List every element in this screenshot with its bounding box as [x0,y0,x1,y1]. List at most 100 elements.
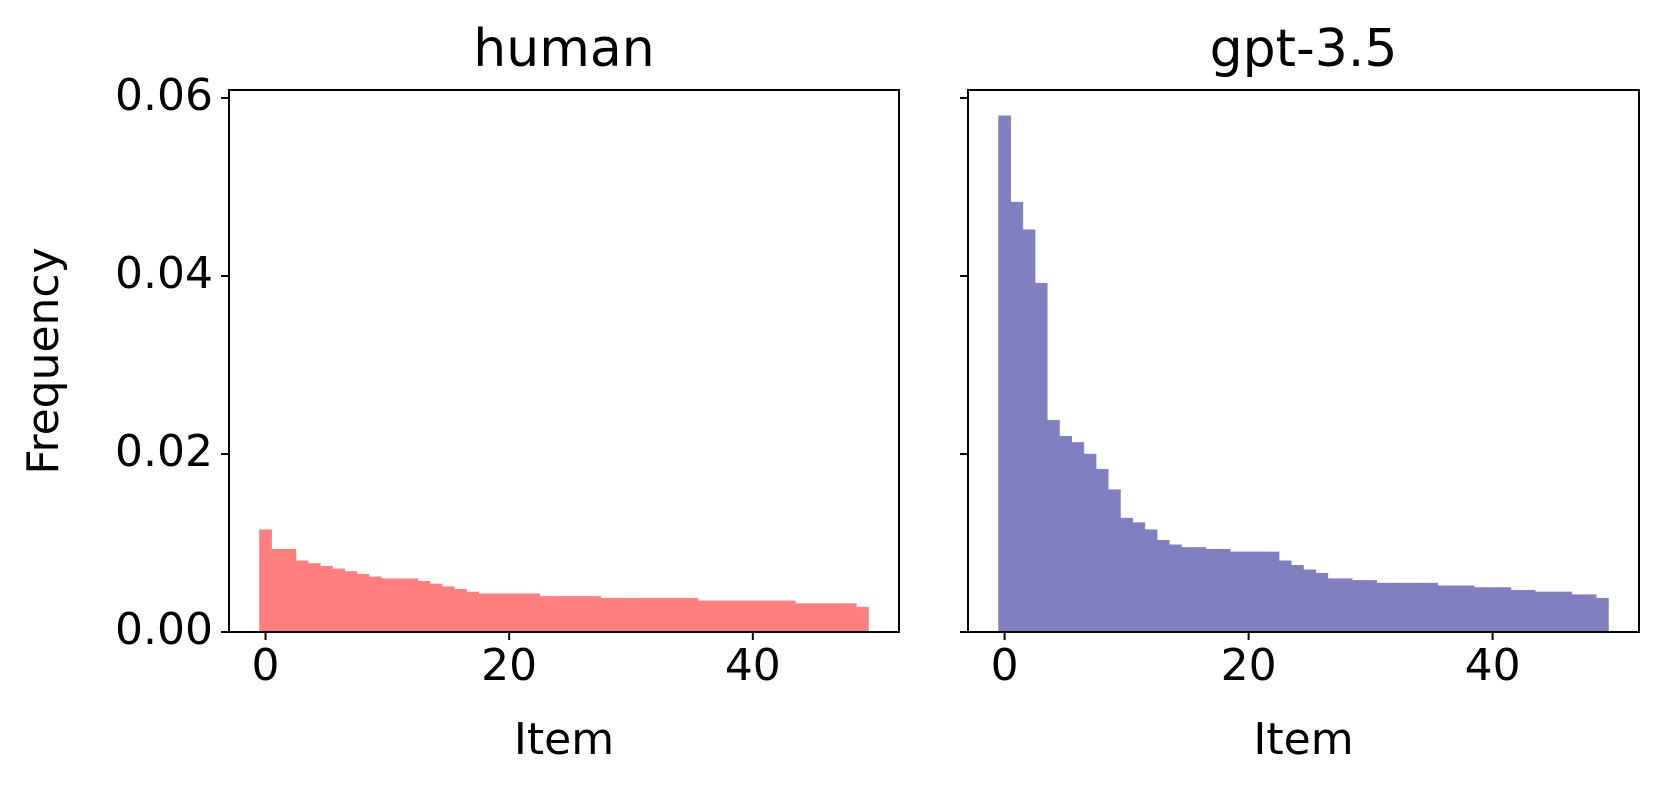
bar [283,548,297,633]
y-tick-label: 0.06 [115,70,213,121]
bar [1339,578,1353,633]
bar [344,571,358,633]
bar [466,591,479,633]
bar [295,560,309,633]
bar [1132,522,1146,633]
bar [998,115,1011,633]
bar [1291,565,1304,633]
bar [1010,201,1024,633]
bar [356,573,370,633]
bar [1047,419,1060,633]
bar [1156,540,1170,633]
bar [588,596,601,633]
y-tick-label: 0.00 [115,604,213,655]
x-tick-label: 20 [481,640,537,691]
bar [527,593,540,633]
bar [1400,582,1414,633]
bar [575,596,589,633]
bar [697,600,711,633]
bar [259,529,272,633]
bar [819,603,833,633]
bar [1083,453,1097,633]
bar [1559,591,1573,633]
chart-title: gpt-3.5 [1210,19,1398,79]
bar [661,597,674,633]
bar [636,597,650,633]
chart-title: human [473,19,654,79]
bar [746,600,760,633]
bar [1461,585,1475,633]
bar [1242,551,1255,633]
bar [332,568,345,633]
bar [478,593,492,633]
bar [393,578,406,633]
bar [685,597,699,633]
bar [831,603,845,633]
bar [734,600,747,633]
x-axis-label: Item [514,714,614,765]
bar [673,597,687,633]
bar [1205,548,1219,633]
bar [1352,580,1365,633]
bar [1510,589,1524,633]
bar [1169,544,1182,633]
bar [758,600,772,633]
bar [1522,589,1536,633]
bar [1254,551,1268,633]
x-tick-label: 40 [1465,640,1521,691]
bar [515,593,528,633]
bar [1108,489,1121,633]
bar [1266,551,1280,633]
bar [1425,582,1438,633]
y-tick-label: 0.04 [115,248,213,299]
bar [1303,569,1316,633]
bar [1278,560,1292,633]
bar [600,597,613,633]
bar [1120,517,1133,633]
bar [1364,580,1377,633]
bar [1327,578,1341,633]
bar [405,578,419,633]
bar [612,597,626,633]
bar [1095,468,1109,633]
bar [502,593,516,633]
x-axis-label: Item [1253,714,1353,765]
bar [807,603,821,633]
x-tick-label: 0 [252,640,280,691]
bar [1144,529,1158,633]
bar [1413,582,1426,633]
bar [709,600,723,633]
bar [1376,582,1390,633]
bar [417,581,431,633]
x-tick-label: 0 [991,640,1019,691]
bar [1193,547,1207,633]
bar [429,583,443,633]
bar [307,563,321,633]
bar [649,597,662,633]
bar [1535,591,1548,633]
bar [563,596,577,633]
bar [551,596,565,633]
y-axis-label: Frequency [18,247,69,474]
bar [441,586,455,633]
bar [1181,547,1194,633]
bar [783,600,796,633]
axes-frame [967,89,1640,633]
x-tick-label: 40 [725,640,781,691]
bar [1059,435,1072,633]
bar [539,596,553,633]
bar [320,565,333,633]
bar [1022,229,1036,633]
bar [624,597,638,633]
bar [1571,594,1585,633]
bar [856,606,869,633]
bar [1034,282,1048,633]
bar [795,603,808,633]
bar [1388,582,1402,633]
bar [1498,587,1512,633]
bar [1596,597,1609,633]
bar [1315,573,1329,633]
bar [1449,585,1463,633]
bar [368,576,382,633]
